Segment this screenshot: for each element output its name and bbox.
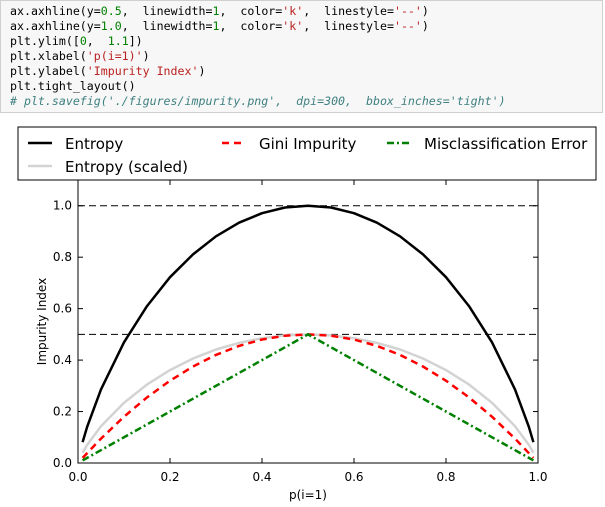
code-token: ax.axhline(y= [10, 4, 101, 18]
y-tick-label: 0.2 [53, 405, 72, 419]
code-line: # plt.savefig('./figures/impurity.png', … [10, 94, 506, 109]
code-token: ) [142, 49, 150, 63]
x-tick-label: 0.2 [160, 470, 179, 484]
code-token: , color= [219, 4, 283, 18]
code-line: ax.axhline(y=0.5, linewidth=1, color='k'… [10, 4, 429, 19]
code-line: plt.ylim([0, 1.1]) [10, 34, 143, 49]
code-token: ax.axhline(y= [10, 19, 101, 33]
impurity-chart: Entropy Gini Impurity Misclassification Er… [17, 126, 597, 502]
series-line [81, 204, 535, 443]
code-token: 0.5 [100, 4, 122, 18]
code-token: 0 [79, 34, 87, 48]
output-area: Entropy Gini Impurity Misclassification Er… [0, 118, 605, 503]
y-tick-label: 0.6 [53, 302, 72, 316]
legend-box [17, 126, 597, 181]
code-token: 'k' [282, 4, 304, 18]
code-token: # plt.savefig('./figures/impurity.png', … [10, 94, 506, 108]
code-line: plt.ylabel('Impurity Index') [10, 64, 205, 79]
legend-label: Entropy (scaled) [65, 158, 188, 176]
code-token: '--' [393, 4, 422, 18]
code-token: , color= [219, 19, 283, 33]
code-token: 'Impurity Index' [86, 64, 199, 78]
code-line: plt.tight_layout() [10, 79, 136, 94]
code-token: plt.tight_layout() [10, 79, 136, 93]
code-token: 1 [212, 19, 220, 33]
code-token: plt.ylim([ [10, 34, 80, 48]
series-line [81, 333, 535, 462]
code-cell[interactable]: ax.axhline(y=0.5, linewidth=1, color='k'… [0, 0, 603, 113]
code-token: ) [421, 4, 429, 18]
y-tick-label: 0.4 [53, 353, 72, 367]
legend-label: Misclassification Error [424, 135, 588, 153]
code-token: 'k' [282, 19, 304, 33]
code-token: 1 [212, 4, 220, 18]
plot-axes: 0.0 0.2 0.4 0.6 0.8 1.0 0.0 0.2 0.4 0.6 0.8 1.0 p(i=… [35, 179, 548, 502]
legend-label: Gini Impurity [259, 135, 357, 153]
plot-frame [77, 179, 539, 464]
x-axis-label: p(i=1) [289, 488, 327, 502]
x-tick-label: 1.0 [528, 470, 547, 484]
code-token: , linewidth= [121, 4, 213, 18]
x-tick-label: 0.4 [252, 470, 271, 484]
code-token: 'p(i=1)' [86, 49, 143, 63]
code-line: ax.axhline(y=1.0, linewidth=1, color='k'… [10, 19, 429, 34]
legend-label: Entropy [65, 135, 123, 153]
x-tick-label: 0.0 [68, 470, 87, 484]
code-token: ) [198, 64, 206, 78]
code-token: '--' [393, 19, 422, 33]
code-token: 1.1 [107, 34, 129, 48]
x-tick-label: 0.8 [436, 470, 455, 484]
y-tick-label: 0.8 [53, 250, 72, 264]
code-token: , linewidth= [121, 19, 213, 33]
y-tick-label: 0.0 [53, 456, 72, 470]
code-token: plt.xlabel( [10, 49, 87, 63]
code-token: , linestyle= [303, 19, 394, 33]
x-tick-label: 0.6 [344, 470, 363, 484]
chart-legend: Entropy Gini Impurity Misclassification Er… [17, 126, 597, 181]
code-token: ]) [128, 34, 143, 48]
y-tick-label: 1.0 [53, 199, 72, 213]
code-token: , linestyle= [303, 4, 394, 18]
code-token: ) [421, 19, 429, 33]
code-token: , [86, 34, 108, 48]
y-axis-label: Impurity Index [35, 278, 49, 365]
code-line: plt.xlabel('p(i=1)') [10, 49, 150, 64]
code-token: plt.ylabel( [10, 64, 87, 78]
code-token: 1.0 [100, 19, 122, 33]
